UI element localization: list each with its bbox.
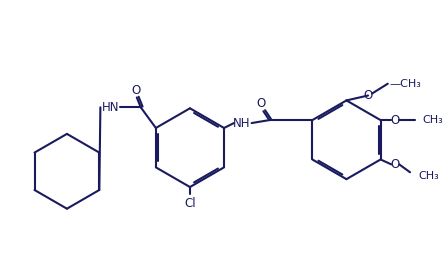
Text: —CH₃: —CH₃: [390, 79, 421, 89]
Text: Cl: Cl: [184, 197, 196, 210]
Text: CH₃: CH₃: [418, 171, 439, 181]
Text: O: O: [363, 89, 373, 102]
Text: HN: HN: [102, 101, 119, 114]
Text: O: O: [131, 84, 140, 97]
Text: CH₃: CH₃: [423, 115, 444, 125]
Text: O: O: [391, 114, 400, 126]
Text: O: O: [257, 97, 266, 110]
Text: O: O: [391, 158, 400, 171]
Text: NH: NH: [233, 117, 251, 130]
